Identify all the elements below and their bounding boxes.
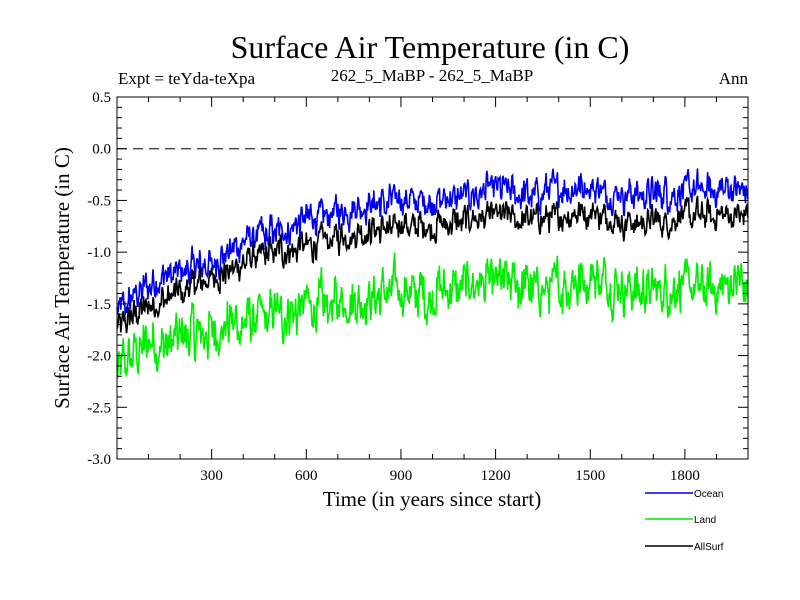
chart-subtitle-left: Expt = teYda-teXpa bbox=[118, 69, 255, 88]
legend-label-land: Land bbox=[694, 515, 716, 526]
x-tick-label: 300 bbox=[200, 468, 223, 484]
y-tick-label: -0.5 bbox=[87, 193, 111, 209]
y-tick-label: -3.0 bbox=[87, 452, 111, 468]
x-tick-label: 600 bbox=[295, 468, 318, 484]
y-tick-label: 0.5 bbox=[92, 90, 111, 106]
x-tick-label: 1200 bbox=[481, 468, 511, 484]
ticks-layer: 300 600 900 1200 1500 1800 0.5 0.0 -0.5 -1.0 -1.5 -… bbox=[87, 90, 748, 484]
chart-subtitle-right: Ann bbox=[719, 69, 749, 88]
x-tick-label: 1800 bbox=[670, 468, 700, 484]
chart-subtitle-center: 262_5_MaBP - 262_5_MaBP bbox=[331, 66, 533, 85]
legend-label-ocean: Ocean bbox=[694, 489, 723, 500]
x-tick-label: 1500 bbox=[575, 468, 605, 484]
series-line-allsurf bbox=[116, 195, 749, 334]
chart-title: Surface Air Temperature (in C) bbox=[231, 29, 630, 65]
y-tick-label: -2.5 bbox=[87, 400, 111, 416]
x-tick-label: 900 bbox=[390, 468, 413, 484]
x-axis-label: Time (in years since start) bbox=[323, 487, 542, 511]
y-tick-label: -1.5 bbox=[87, 297, 111, 313]
legend-label-allsurf: AllSurf bbox=[694, 542, 724, 553]
legend: Ocean Land AllSurf bbox=[645, 489, 724, 553]
y-tick-label: 0.0 bbox=[92, 142, 111, 158]
series-line-land bbox=[116, 252, 749, 379]
series-layer bbox=[116, 168, 749, 379]
y-tick-label: -1.0 bbox=[87, 245, 111, 261]
y-tick-label: -2.0 bbox=[87, 349, 111, 365]
series-line-ocean bbox=[116, 168, 749, 315]
y-axis-label: Surface Air Temperature (in C) bbox=[50, 147, 74, 409]
